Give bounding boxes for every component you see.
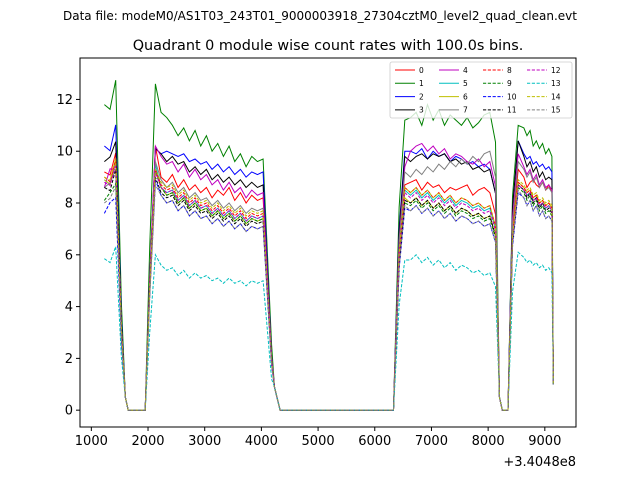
- y-tick-label: 8: [65, 197, 73, 212]
- series-line-11: [104, 169, 554, 411]
- x-offset-label: +3.4048e8: [503, 455, 576, 470]
- x-tick-label: 4000: [245, 434, 278, 449]
- series-line-15: [104, 183, 554, 411]
- plot-area: [103, 80, 554, 411]
- x-tick-label: 8000: [472, 434, 505, 449]
- series-line-14: [104, 158, 554, 411]
- legend-label-14: 14: [551, 92, 561, 101]
- legend-label-15: 15: [551, 106, 561, 115]
- x-tick-label: 1000: [75, 434, 108, 449]
- x-tick-label: 5000: [302, 434, 335, 449]
- y-tick-label: 6: [65, 248, 73, 263]
- x-tick-label: 3000: [188, 434, 221, 449]
- legend-label-5: 5: [463, 79, 468, 88]
- y-tick-label: 12: [56, 93, 73, 108]
- legend-frame: [389, 61, 573, 119]
- x-tick-label: 6000: [358, 434, 391, 449]
- y-tick-label: 10: [56, 145, 73, 160]
- y-tick-label: 4: [65, 300, 73, 315]
- series-line-0: [104, 145, 554, 411]
- legend-label-12: 12: [551, 66, 561, 75]
- legend-label-8: 8: [507, 66, 512, 75]
- legend-label-2: 2: [419, 92, 424, 101]
- y-tick-label: 2: [65, 352, 73, 367]
- legend-label-7: 7: [463, 106, 468, 115]
- y-axis: 0 2 4 6 8 10 12: [56, 93, 80, 419]
- legend-label-13: 13: [551, 79, 561, 88]
- legend-label-1: 1: [419, 79, 424, 88]
- x-tick-label: 7000: [415, 434, 448, 449]
- series-line-7: [104, 150, 554, 411]
- series-line-5: [104, 161, 554, 411]
- series-line-13: [104, 246, 554, 411]
- series-line-6: [104, 161, 554, 411]
- x-tick-label: 9000: [528, 434, 561, 449]
- series-line-8: [104, 158, 554, 411]
- legend-label-3: 3: [419, 106, 424, 115]
- series-line-10: [103, 179, 554, 411]
- legend-label-10: 10: [507, 92, 517, 101]
- x-axis: 1000 2000 3000 4000 5000 6000 7000 8000 9000: [75, 427, 561, 449]
- y-tick-label: 0: [65, 404, 73, 419]
- legend-label-4: 4: [463, 66, 468, 75]
- legend-label-6: 6: [463, 92, 468, 101]
- legend-label-0: 0: [419, 66, 424, 75]
- legend-label-9: 9: [507, 79, 512, 88]
- series-line-1: [104, 80, 554, 411]
- series-line-3: [104, 140, 554, 411]
- suptitle: Data file: modeM0/AS1T03_243T01_90000039…: [63, 9, 577, 23]
- x-tick-label: 2000: [131, 434, 164, 449]
- legend-label-11: 11: [507, 106, 517, 115]
- chart-title: Quadrant 0 module wise count rates with …: [133, 38, 524, 54]
- axes-frame: [79, 57, 577, 428]
